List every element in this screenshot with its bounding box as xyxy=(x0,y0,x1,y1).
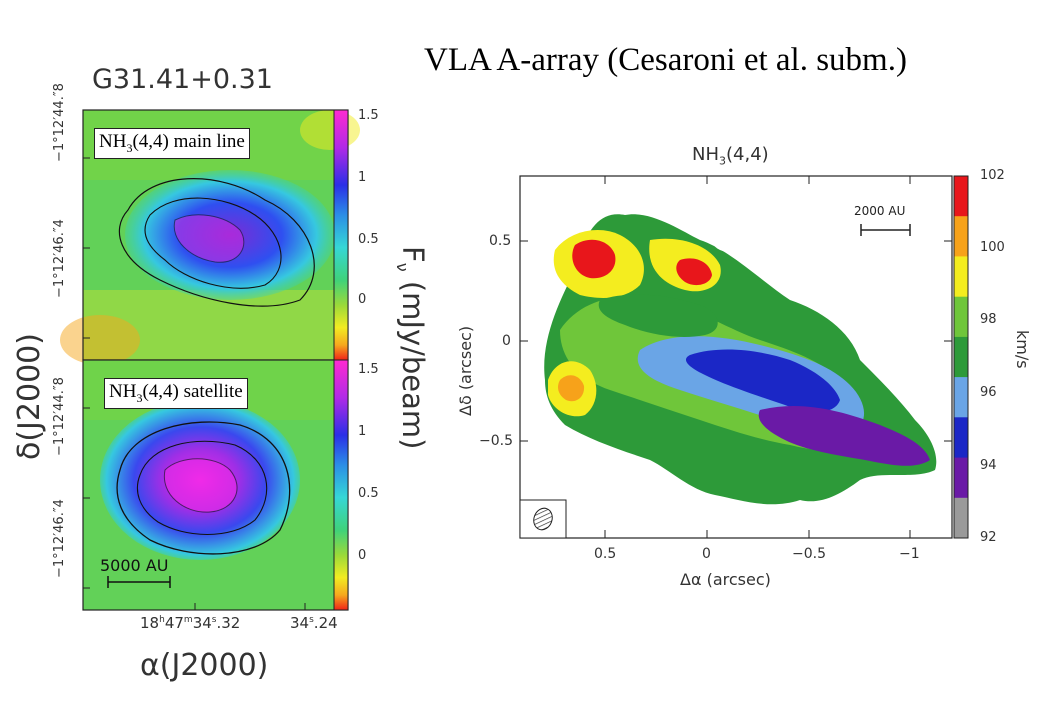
right-title-sub: 3 xyxy=(719,154,726,168)
right-title-nh: NH xyxy=(692,144,719,165)
left-scalebar-label: 5000 AU xyxy=(100,556,169,575)
right-xtick-3: −0.5 xyxy=(792,546,826,562)
left-colorbar-bottom xyxy=(333,359,349,611)
ra-m: 47 xyxy=(164,614,184,632)
right-colorbar-segment xyxy=(954,176,968,217)
right-title: NH3(4,4) xyxy=(692,144,769,168)
cbar-bot-tick-1: 1.5 xyxy=(358,362,379,377)
ra-ms: m xyxy=(183,615,193,625)
right-xtick-4: −1 xyxy=(899,546,920,562)
ra-hs: h xyxy=(159,615,165,625)
right-colorbar-segment xyxy=(954,256,968,298)
right-ytick-1: 0.5 xyxy=(489,233,512,249)
right-ylabel: Δδ (arcsec) xyxy=(456,325,475,416)
cbar-bot-tick-4: 0 xyxy=(358,548,367,563)
cbar-bot-tick-3: 0.5 xyxy=(358,486,379,501)
right-colorbar-label: km/s xyxy=(1013,330,1032,369)
right-colorbar-segment xyxy=(954,417,968,458)
right-cbar-tick-3: 98 xyxy=(980,312,997,327)
slide-title: VLA A-array (Cesaroni et al. subm.) xyxy=(424,42,907,78)
right-colorbar-segment xyxy=(954,497,968,539)
right-ytick-2: 0 xyxy=(502,333,511,349)
cbar-top-tick-1: 1.5 xyxy=(358,108,379,123)
right-colorbar-segment xyxy=(954,457,968,499)
ra2-ss: s xyxy=(309,615,314,625)
cbar-bot-tick-2: 1 xyxy=(358,424,367,439)
right-cbar-tick-6: 92 xyxy=(980,530,997,545)
panel1-label-sub: 3 xyxy=(126,140,133,155)
right-ytick-3: −0.5 xyxy=(479,433,513,449)
panel1-label-nh: NH xyxy=(99,131,127,152)
right-cbar-tick-2: 100 xyxy=(980,240,1005,255)
left-ticks xyxy=(83,157,306,610)
panel1-label-rest: (4,4) main line xyxy=(132,131,245,152)
right-colorbar-segment xyxy=(954,296,968,338)
panel2-label-nh: NH xyxy=(109,381,137,402)
panel-label-main-line: NH3(4,4) main line xyxy=(94,128,250,159)
panel-label-satellite: NH3(4,4) satellite xyxy=(104,378,248,409)
right-colorbar xyxy=(953,175,969,539)
cbar-top-tick-4: 0 xyxy=(358,292,367,307)
right-scalebar-label: 2000 AU xyxy=(854,204,906,218)
right-cbar-tick-1: 102 xyxy=(980,168,1005,183)
right-cbar-tick-5: 94 xyxy=(980,458,997,473)
right-colorbar-segment xyxy=(954,377,968,418)
left-xtick-2: 34s.24 xyxy=(290,614,338,632)
left-xtick-1: 18h47m34s.32 xyxy=(140,614,240,632)
left-colorbar-top xyxy=(333,109,349,361)
cbar-top-tick-3: 0.5 xyxy=(358,232,379,247)
ra-frac: .32 xyxy=(216,614,241,632)
right-cbar-tick-4: 96 xyxy=(980,385,997,400)
left-xlabel: α(J2000) xyxy=(140,648,269,683)
right-colorbar-segment xyxy=(954,336,968,378)
right-xtick-1: 0.5 xyxy=(594,546,617,562)
panel2-label-sub: 3 xyxy=(136,390,143,405)
right-xtick-2: 0 xyxy=(702,546,711,562)
right-title-rest: (4,4) xyxy=(726,144,769,165)
right-xlabel: Δα (arcsec) xyxy=(680,570,771,589)
right-colorbar-border xyxy=(953,175,969,539)
ra2-frac: .24 xyxy=(313,614,338,632)
right-velocity-map xyxy=(519,175,953,539)
panel2-label-rest: (4,4) satellite xyxy=(142,381,243,402)
cbar-top-tick-2: 1 xyxy=(358,170,367,185)
ra2-s: 34 xyxy=(290,614,310,632)
source-name: G31.41+0.31 xyxy=(92,64,273,95)
ra-s: 34 xyxy=(192,614,212,632)
ra-h: 18 xyxy=(140,614,160,632)
ra-ss: s xyxy=(211,615,217,625)
right-colorbar-segment xyxy=(954,216,968,257)
